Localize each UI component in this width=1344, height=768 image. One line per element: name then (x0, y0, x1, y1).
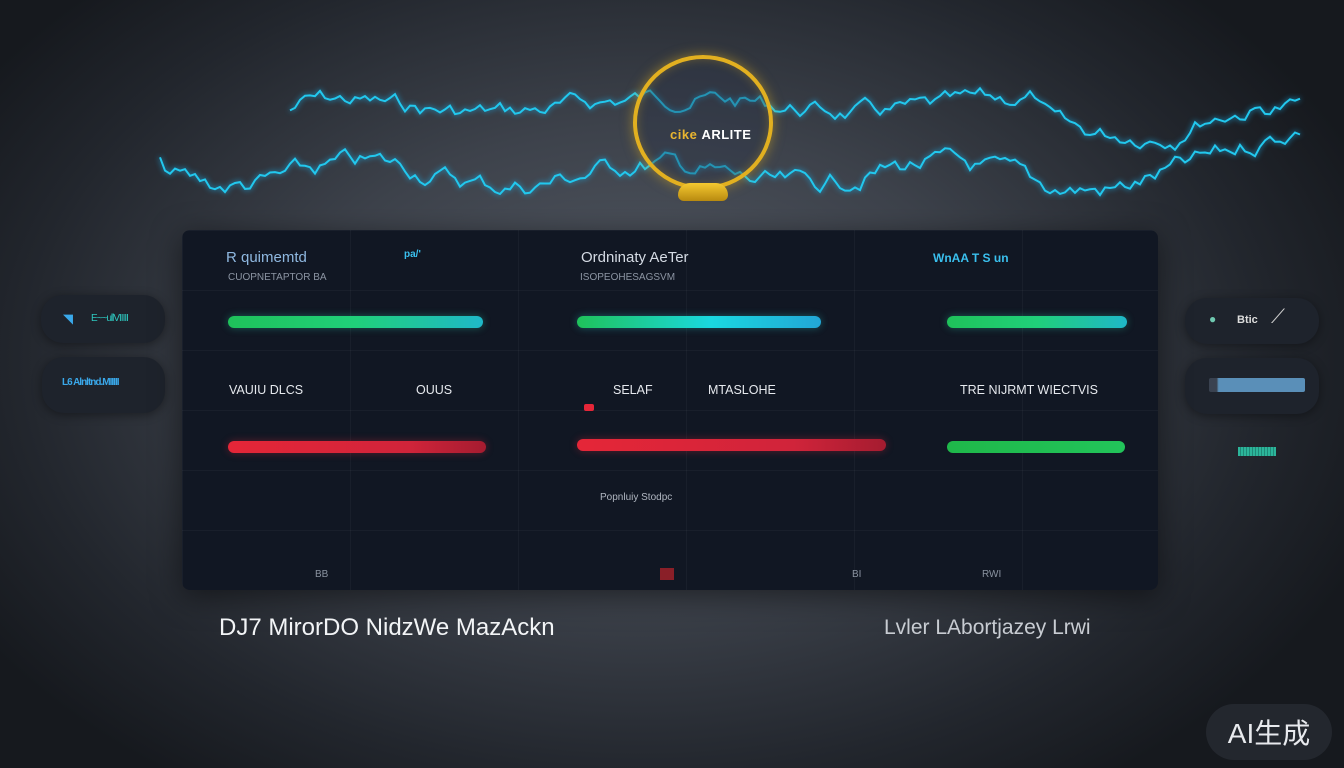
mini-meter (1238, 447, 1276, 456)
chip-icon: ● (1209, 312, 1217, 326)
alert-indicator (584, 404, 594, 411)
progress-bar-4 (228, 441, 486, 453)
bottom-right-title: Lvler LAbortjazey Lrwi (884, 616, 1091, 639)
right-widget-text: Btic (1237, 314, 1258, 326)
left-widget-level[interactable]: L6 Alnltnd.MIIIII (42, 357, 165, 413)
col3-title: WnAA T S un (933, 251, 1009, 265)
footer-caption: Popnluiy Stodpc (600, 492, 673, 503)
highlight-ring (633, 55, 773, 190)
progress-bar-3 (947, 316, 1127, 328)
watermark-text: AI生成 (1227, 718, 1311, 749)
col3-label-a: TRE NIJRMT WIECTVIS (960, 383, 1098, 397)
col1-subtitle: CUOPNETAPTOR BA (228, 272, 327, 283)
progress-bar-1 (228, 316, 483, 328)
bottom-left-title: DJ7 MirorDO NidzWe MazAckn (219, 614, 555, 641)
ring-label-text: ARLITE (701, 127, 752, 142)
watermark-badge: AI生成 (1206, 704, 1332, 760)
wave-line-upper (289, 86, 1301, 152)
expand-icon[interactable]: ⟋ (1271, 306, 1285, 328)
progress-bar-2 (577, 316, 821, 328)
col2-label-a: SELAF (613, 383, 653, 397)
progress-bar-6 (947, 441, 1125, 453)
ring-label: cike ARLITE (670, 127, 751, 142)
col1-label-a: VAUIU DLCS (229, 383, 304, 397)
col2-title: Ordninaty AeTer (581, 249, 689, 266)
wifi-icon: ◥ (63, 311, 73, 326)
col1-tag: pa/' (404, 249, 421, 260)
col2-label-b: MTASLOHE (708, 383, 776, 397)
left-widget-text: E~~ullVIIIII (91, 313, 129, 324)
left-widget-signal[interactable]: ◥ E~~ullVIIIII (41, 295, 165, 343)
footer-item[interactable]: BB (315, 569, 329, 580)
progress-bar-5 (577, 439, 886, 451)
right-widget-slider[interactable] (1185, 358, 1319, 414)
ring-label-prefix: cike (670, 127, 698, 142)
slider-track[interactable] (1209, 378, 1305, 392)
footer-item[interactable]: RWI (982, 569, 1002, 580)
left-widget-text: L6 Alnltnd.MIIIII (62, 377, 120, 388)
right-widget-chip[interactable]: ● Btic ⟋ (1185, 298, 1319, 344)
footer-item[interactable]: BI (852, 569, 862, 580)
col1-title: R quimemtd (226, 249, 307, 266)
col2-subtitle: ISOPEOHESAGSVM (580, 272, 676, 283)
col1-label-b: OUUS (416, 383, 453, 397)
dashboard-panel: R quimemtd pa/' CUOPNETAPTOR BA Ordninat… (182, 230, 1158, 590)
footer-red-block (660, 568, 674, 580)
ring-stand (678, 183, 728, 201)
